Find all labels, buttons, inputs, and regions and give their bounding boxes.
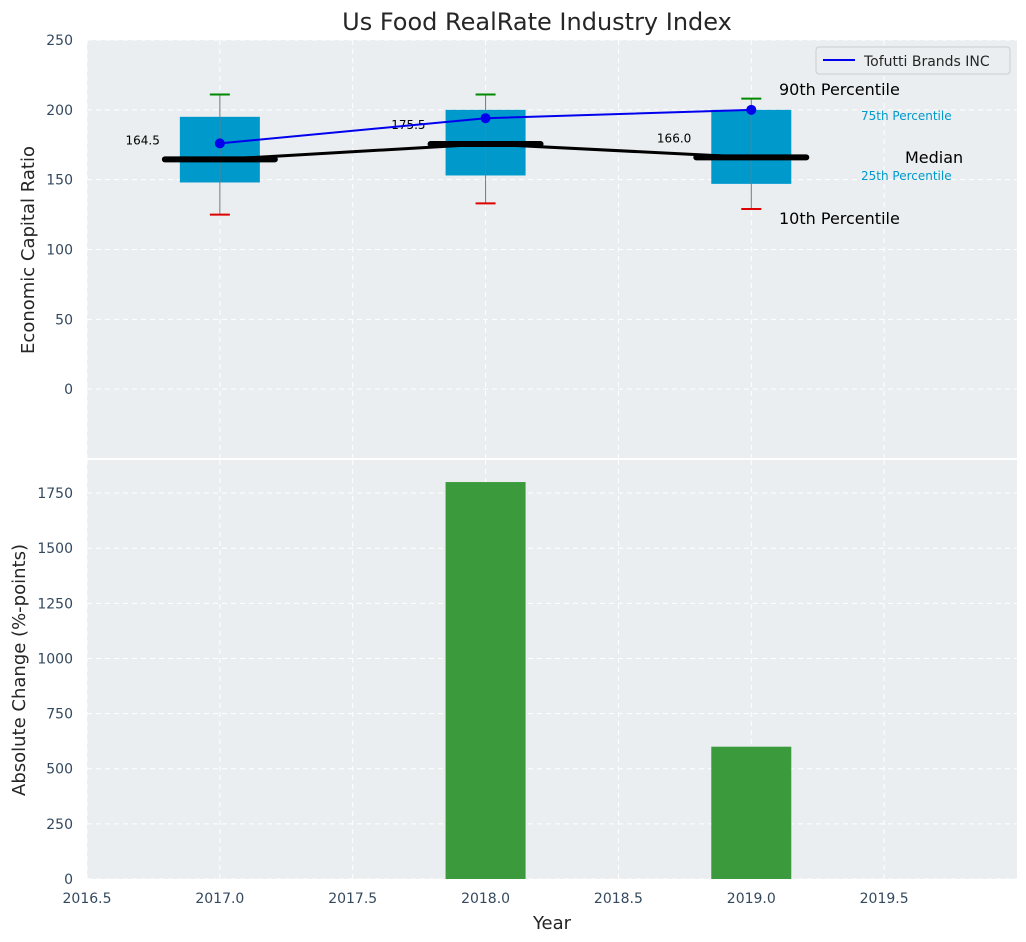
top-panel: 0 50 100 150 200 250 Economic Capital Ratio 1…: [18, 33, 1017, 459]
top-y-tick-label: 200: [46, 103, 73, 119]
bottom-y-tick-label: 1750: [37, 486, 73, 502]
series-tofutti: [214, 104, 757, 149]
annotation-10th: 10th Percentile: [779, 209, 900, 228]
bars: [445, 482, 792, 879]
top-y-tick-label: 50: [55, 312, 73, 328]
percentile-annotations: 90th Percentile 75th Percentile Median 2…: [779, 80, 963, 228]
x-tick-label: 2019.5: [860, 891, 909, 907]
chart-title: Us Food RealRate Industry Index: [342, 8, 732, 36]
x-tick-label: 2019.0: [727, 891, 776, 907]
x-tick-label: 2018.5: [594, 891, 643, 907]
top-y-tick-label: 250: [46, 33, 73, 49]
legend-box: [815, 46, 1011, 75]
legend: Tofutti Brands INC: [815, 46, 1011, 75]
annotation-median: Median: [905, 148, 963, 167]
x-axis-title: Year: [532, 913, 572, 934]
bottom-y-tick-label: 1000: [37, 651, 73, 667]
bottom-y-axis-title: Absolute Change (%-points): [9, 544, 30, 796]
top-y-axis-title: Economic Capital Ratio: [18, 146, 39, 354]
bottom-y-tick-label: 1250: [37, 596, 73, 612]
bottom-plot-background: [87, 460, 1017, 879]
series-point: [214, 138, 225, 149]
series-point: [480, 113, 491, 124]
series-point: [746, 104, 757, 115]
bar: [711, 746, 792, 879]
annotation-25th: 25th Percentile: [861, 169, 952, 183]
x-tick-labels: 2016.5 2017.0 2017.5 2018.0 2018.5 2019.0 2019…: [63, 891, 909, 907]
top-y-tick-label: 0: [64, 382, 73, 398]
x-tick-label: 2017.0: [195, 891, 244, 907]
bottom-y-tick-labels: 0 250 500 750 1000 1250 1500 1750: [37, 486, 73, 888]
median-trend-line: [219, 142, 752, 161]
top-y-tick-labels: 0 50 100 150 200 250: [46, 33, 73, 398]
x-tick-label: 2016.5: [63, 891, 112, 907]
bottom-y-tick-label: 750: [46, 707, 73, 723]
annotation-75th: 75th Percentile: [861, 109, 952, 123]
bar: [445, 482, 526, 879]
bottom-y-tick-label: 0: [64, 872, 73, 888]
x-tick-label: 2017.5: [328, 891, 377, 907]
median-value-label: 166.0: [657, 131, 691, 145]
bottom-y-tick-label: 1500: [37, 541, 73, 557]
bottom-y-tick-label: 250: [46, 817, 73, 833]
bottom-y-tick-label: 500: [46, 762, 73, 778]
median-value-label: 164.5: [125, 133, 159, 147]
top-y-tick-label: 100: [46, 243, 73, 259]
legend-label: Tofutti Brands INC: [863, 54, 990, 70]
x-tick-label: 2018.0: [461, 891, 510, 907]
top-y-tick-label: 150: [46, 173, 73, 189]
annotation-90th: 90th Percentile: [779, 80, 900, 99]
